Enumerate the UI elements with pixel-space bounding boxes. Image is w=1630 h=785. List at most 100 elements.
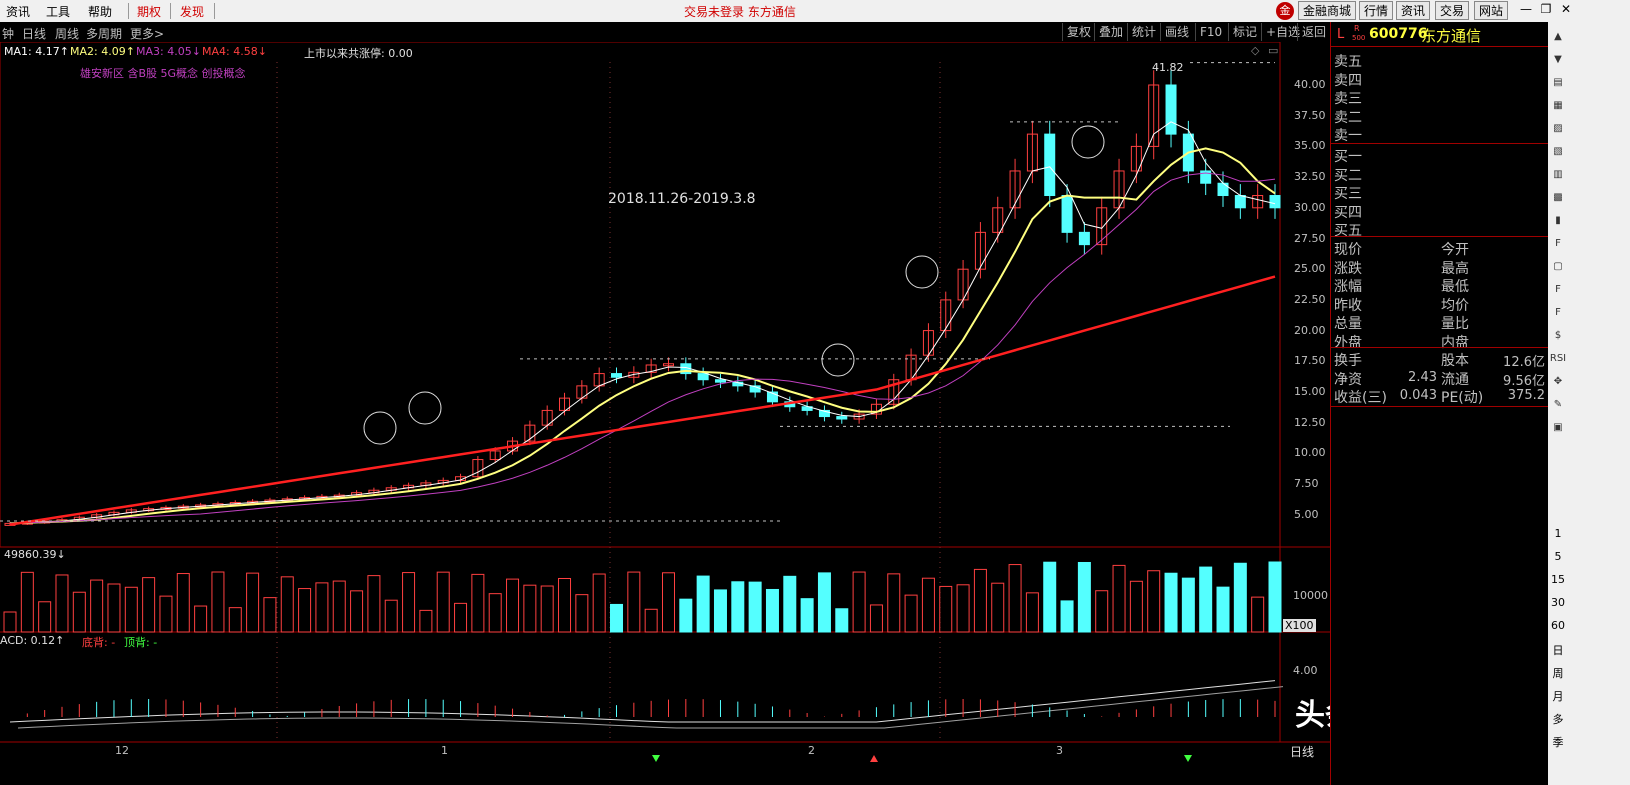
f10-button[interactable]: F10 — [1195, 23, 1226, 41]
side-period-5[interactable]: 日 — [1552, 644, 1564, 657]
macd-dif-line — [9, 680, 1276, 723]
price-tick-label: 37.50 — [1294, 108, 1326, 122]
side-period-6[interactable]: 周 — [1552, 667, 1564, 680]
menu-item-help[interactable]: 帮助 — [88, 5, 113, 19]
time-label-mar: 3 — [1056, 744, 1063, 757]
volume-bar — [1095, 590, 1109, 633]
side-period-7[interactable]: 月 — [1552, 690, 1564, 703]
mall-button[interactable]: 金融商城 — [1298, 1, 1357, 20]
draw-line-button[interactable]: 画线 — [1160, 23, 1193, 41]
box-icon[interactable]: ▢ — [1553, 261, 1563, 272]
list-icon[interactable]: ▧ — [1553, 146, 1563, 157]
side-period-8[interactable]: 多 — [1552, 713, 1564, 726]
add-watchlist-button[interactable]: +自选 — [1261, 23, 1304, 41]
period-bar: 钟 日线 周线 多周期 更多> — [0, 22, 1330, 42]
restore-rights-button[interactable]: 复权 — [1062, 23, 1095, 41]
stat-label: PE(动) — [1441, 390, 1484, 406]
kline-icon[interactable]: ▤ — [1553, 77, 1563, 88]
period-multi[interactable]: 多周期 — [86, 27, 123, 41]
volume-bar — [124, 586, 138, 633]
arrow-down-icon[interactable]: ▼ — [1554, 54, 1562, 65]
table-icon[interactable]: ▦ — [1553, 100, 1563, 111]
candle-body — [489, 450, 501, 461]
candle-body — [974, 231, 986, 270]
website-button[interactable]: 网站 — [1474, 1, 1509, 20]
volume-bar — [176, 573, 190, 633]
pen-icon[interactable]: ✎ — [1553, 399, 1563, 410]
close-icon[interactable]: ✕ — [1560, 2, 1572, 16]
candle-body — [662, 363, 674, 367]
mark-button[interactable]: 标记 — [1228, 23, 1261, 41]
volume-bar — [869, 604, 883, 633]
side-period-3[interactable]: 30 — [1551, 596, 1565, 609]
f10-icon[interactable]: F — [1555, 238, 1561, 249]
price-tick-label: 35.00 — [1294, 139, 1326, 153]
candle-body — [1130, 145, 1142, 172]
stat-label: 换手 — [1334, 353, 1362, 369]
bar-icon[interactable]: ▥ — [1553, 169, 1563, 180]
extra-icon[interactable]: ▣ — [1553, 422, 1563, 433]
back-button[interactable]: 返回 — [1297, 23, 1330, 41]
candle-icon[interactable]: ▮ — [1555, 215, 1561, 226]
trade-button[interactable]: 交易 — [1435, 1, 1470, 20]
move-icon[interactable]: ✥ — [1553, 376, 1563, 387]
quote-field-label: 现价 — [1334, 242, 1362, 258]
restore-icon[interactable]: ❐ — [1540, 2, 1552, 16]
volume-bar — [402, 572, 416, 633]
kline-chart[interactable] — [0, 42, 1330, 785]
overlay-button[interactable]: 叠加 — [1094, 23, 1127, 41]
side-period-0[interactable]: 1 — [1554, 527, 1562, 540]
volume-bar — [506, 578, 520, 633]
volume-bar — [558, 577, 572, 633]
candle-body — [888, 379, 900, 405]
stock-badge-sub: 500 — [1352, 34, 1366, 42]
side-period-2[interactable]: 15 — [1551, 573, 1565, 586]
period-minute[interactable]: 钟 — [2, 27, 15, 41]
quote-button[interactable]: 行情 — [1359, 1, 1394, 20]
diamond-icon[interactable]: ◇ — [1251, 44, 1260, 57]
volume-bar — [800, 598, 814, 633]
statistics-button[interactable]: 统计 — [1127, 23, 1160, 41]
side-period-4[interactable]: 60 — [1551, 619, 1565, 632]
f2-icon[interactable]: F — [1555, 284, 1561, 295]
right-toolbar: ▲ ▼ ▤ ▦ ▨ ▧ ▥ ▩ ▮ F ▢ F F $ RSI ✥ ✎ ▣ 1 5 15 30 60 日周月多季 — [1548, 22, 1630, 785]
concept-tags[interactable]: 雄安新区 含B股 5G概念 创投概念 — [80, 67, 246, 80]
menu-item-options[interactable]: 期权 — [137, 5, 162, 19]
menu-bar: 资讯 工具 帮助 期权 发现 交易未登录 东方通信 金 金融商城 行情 资讯 交… — [0, 0, 1630, 23]
macd-axis-label: 4.00 — [1293, 664, 1318, 677]
volume-bar — [1043, 561, 1057, 633]
candle-body — [818, 409, 830, 418]
rsi-icon[interactable]: RSI — [1549, 353, 1567, 364]
quote-field-label: 均价 — [1441, 297, 1469, 314]
period-daily[interactable]: 日线 — [22, 27, 47, 41]
macd-dea-line — [17, 686, 1284, 729]
period-weekly[interactable]: 周线 — [55, 27, 80, 41]
grid-icon[interactable]: ▩ — [1553, 192, 1563, 203]
price-tick-label: 20.00 — [1294, 323, 1326, 337]
sell-level-label: 卖二 — [1334, 109, 1362, 126]
menu-item-news[interactable]: 资讯 — [6, 5, 31, 19]
highlight-circle — [905, 255, 939, 289]
menu-item-discover[interactable]: 发现 — [180, 5, 205, 19]
buy-level-label: 买四 — [1334, 204, 1362, 221]
f-icon[interactable]: F — [1555, 307, 1561, 318]
minimize-icon[interactable]: — — [1520, 2, 1532, 16]
side-period-9[interactable]: 季 — [1552, 736, 1564, 749]
buy-level-label: 买三 — [1334, 186, 1362, 202]
buy-level-label: 买一 — [1334, 149, 1362, 165]
menu-item-tools[interactable]: 工具 — [46, 5, 71, 19]
arrow-up-icon[interactable]: ▲ — [1554, 31, 1562, 42]
candle-body — [766, 391, 778, 403]
money-icon[interactable]: $ — [1554, 330, 1562, 341]
buy-level-label: 买五 — [1334, 223, 1362, 239]
quote-panel: L R 500 600776 东方通信 卖五 卖四 卖三 卖二 卖一 买一 买二 买三 买四买… — [1330, 22, 1549, 785]
price-tick-label: 32.50 — [1294, 170, 1326, 184]
period-more[interactable]: 更多> — [130, 27, 165, 41]
news-button[interactable]: 资讯 — [1396, 1, 1431, 20]
chart-icon[interactable]: ▨ — [1553, 123, 1563, 134]
period-indicator[interactable]: 日线 — [1290, 745, 1315, 759]
quote-field-label: 最高 — [1441, 260, 1469, 277]
volume-bar — [194, 605, 208, 633]
side-period-1[interactable]: 5 — [1554, 550, 1562, 563]
window-icon[interactable]: ▭ — [1268, 44, 1279, 57]
